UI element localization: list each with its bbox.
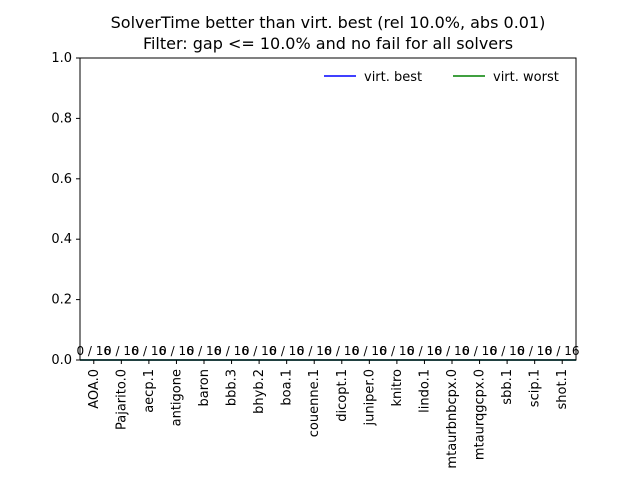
bar-label: 0 / 16 <box>104 344 139 358</box>
bar-label: 0 / 16 <box>517 344 552 358</box>
x-tick-label: aecp.1 <box>142 369 157 413</box>
x-tick-label: sbb.1 <box>500 369 515 405</box>
bar-label: 0 / 16 <box>545 344 580 358</box>
bar-label: 0 / 16 <box>132 344 167 358</box>
x-tick-label: lindo.1 <box>417 369 432 413</box>
x-tick-label: antigone <box>169 369 184 426</box>
bar-label: 0 / 16 <box>352 344 387 358</box>
x-tick-label: bbb.3 <box>225 369 240 406</box>
bar-label: 0 / 16 <box>407 344 442 358</box>
bar-label: 0 / 16 <box>324 344 359 358</box>
bar-label: 0 / 16 <box>187 344 222 358</box>
legend-label: virt. worst <box>493 70 559 85</box>
y-tick-label: 0.2 <box>51 293 72 308</box>
x-tick-label: Pajarito.0 <box>114 369 129 430</box>
plot-area: 0 / 160 / 160 / 160 / 160 / 160 / 160 / … <box>51 51 579 469</box>
x-tick-label: boa.1 <box>280 369 295 406</box>
chart-title: SolverTime better than virt. best (rel 1… <box>111 13 546 32</box>
y-tick-label: 1.0 <box>51 51 72 66</box>
bar-label: 0 / 16 <box>242 344 277 358</box>
x-tick-label: dicopt.1 <box>335 369 350 422</box>
chart-subtitle: Filter: gap <= 10.0% and no fail for all… <box>143 34 513 53</box>
x-tick-label: mtaurqgcpx.0 <box>473 369 488 460</box>
legend-label: virt. best <box>364 70 422 85</box>
x-tick-label: bhyb.2 <box>252 369 267 414</box>
x-tick-label: couenne.1 <box>307 369 322 437</box>
x-tick-label: baron <box>197 369 212 406</box>
y-tick-label: 0.8 <box>51 111 72 126</box>
x-tick-label: scip.1 <box>528 369 543 407</box>
x-tick-label: AOA.0 <box>87 369 102 409</box>
bar-label: 0 / 16 <box>490 344 525 358</box>
axes-frame <box>79 57 577 361</box>
y-tick-label: 0.0 <box>51 353 72 368</box>
bar-label: 0 / 16 <box>76 344 111 358</box>
bar-label: 0 / 16 <box>435 344 470 358</box>
x-tick-label: mtaurbnbcpx.0 <box>445 369 460 469</box>
legend: virt. best virt. worst <box>324 70 559 85</box>
x-tick-label: shot.1 <box>555 369 570 409</box>
bar-label: 0 / 16 <box>159 344 194 358</box>
bar-label: 0 / 16 <box>269 344 304 358</box>
x-tick-label: juniper.0 <box>362 369 377 427</box>
y-tick-label: 0.4 <box>51 232 72 247</box>
bar-label: 0 / 16 <box>380 344 415 358</box>
bar-label: 0 / 16 <box>462 344 497 358</box>
bar-label: 0 / 16 <box>297 344 332 358</box>
x-tick-label: knitro <box>390 369 405 407</box>
y-tick-label: 0.6 <box>51 172 72 187</box>
bar-label: 0 / 16 <box>214 344 249 358</box>
